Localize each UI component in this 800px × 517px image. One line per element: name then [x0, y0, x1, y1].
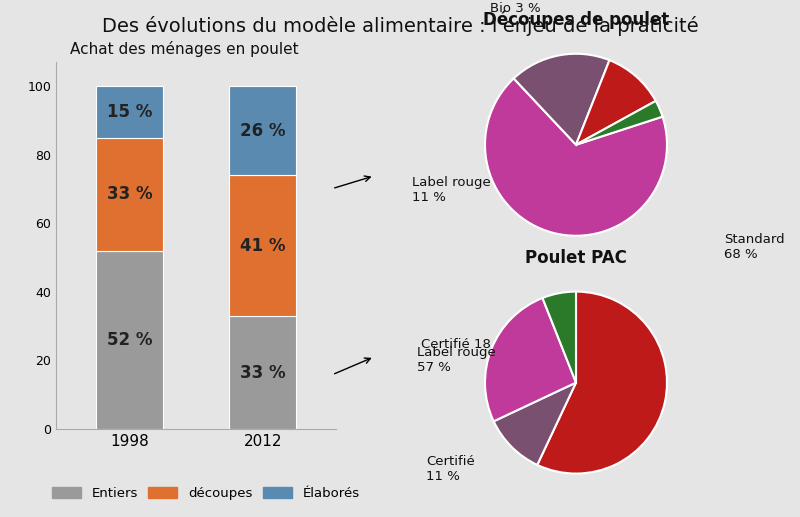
Title: Poulet PAC: Poulet PAC: [525, 249, 627, 267]
Text: Certifié
11 %: Certifié 11 %: [426, 455, 474, 483]
Text: Certifié 18 %: Certifié 18 %: [422, 339, 508, 352]
Bar: [96, 86, 162, 138]
Text: Label rouge
11 %: Label rouge 11 %: [412, 176, 491, 204]
Bar: [96, 251, 162, 429]
Bar: [230, 175, 296, 316]
Text: Bio 3 %: Bio 3 %: [490, 2, 540, 15]
Text: Des évolutions du modèle alimentaire : l'enjeu de la praticité: Des évolutions du modèle alimentaire : l…: [102, 16, 698, 36]
Wedge shape: [485, 79, 667, 236]
Wedge shape: [514, 54, 610, 145]
Wedge shape: [485, 298, 576, 421]
Wedge shape: [538, 292, 667, 474]
Text: 33 %: 33 %: [240, 363, 286, 382]
Wedge shape: [494, 383, 576, 465]
Text: 52 %: 52 %: [106, 331, 152, 349]
Text: 33 %: 33 %: [106, 185, 152, 203]
Bar: [230, 86, 296, 175]
Text: Achat des ménages en poulet: Achat des ménages en poulet: [70, 41, 298, 57]
Text: 15 %: 15 %: [106, 103, 152, 121]
Bar: [96, 138, 162, 251]
Wedge shape: [542, 292, 576, 383]
Text: 26 %: 26 %: [240, 121, 286, 140]
Title: Découpes de poulet: Découpes de poulet: [483, 11, 669, 29]
Text: 41 %: 41 %: [240, 237, 286, 254]
Text: Standard
68 %: Standard 68 %: [724, 233, 785, 261]
Text: Label rouge
57 %: Label rouge 57 %: [417, 346, 495, 374]
Legend: Entiers, découpes, Élaborés: Entiers, découpes, Élaborés: [46, 482, 365, 505]
Bar: [230, 316, 296, 429]
Wedge shape: [576, 60, 656, 145]
Wedge shape: [576, 101, 662, 145]
